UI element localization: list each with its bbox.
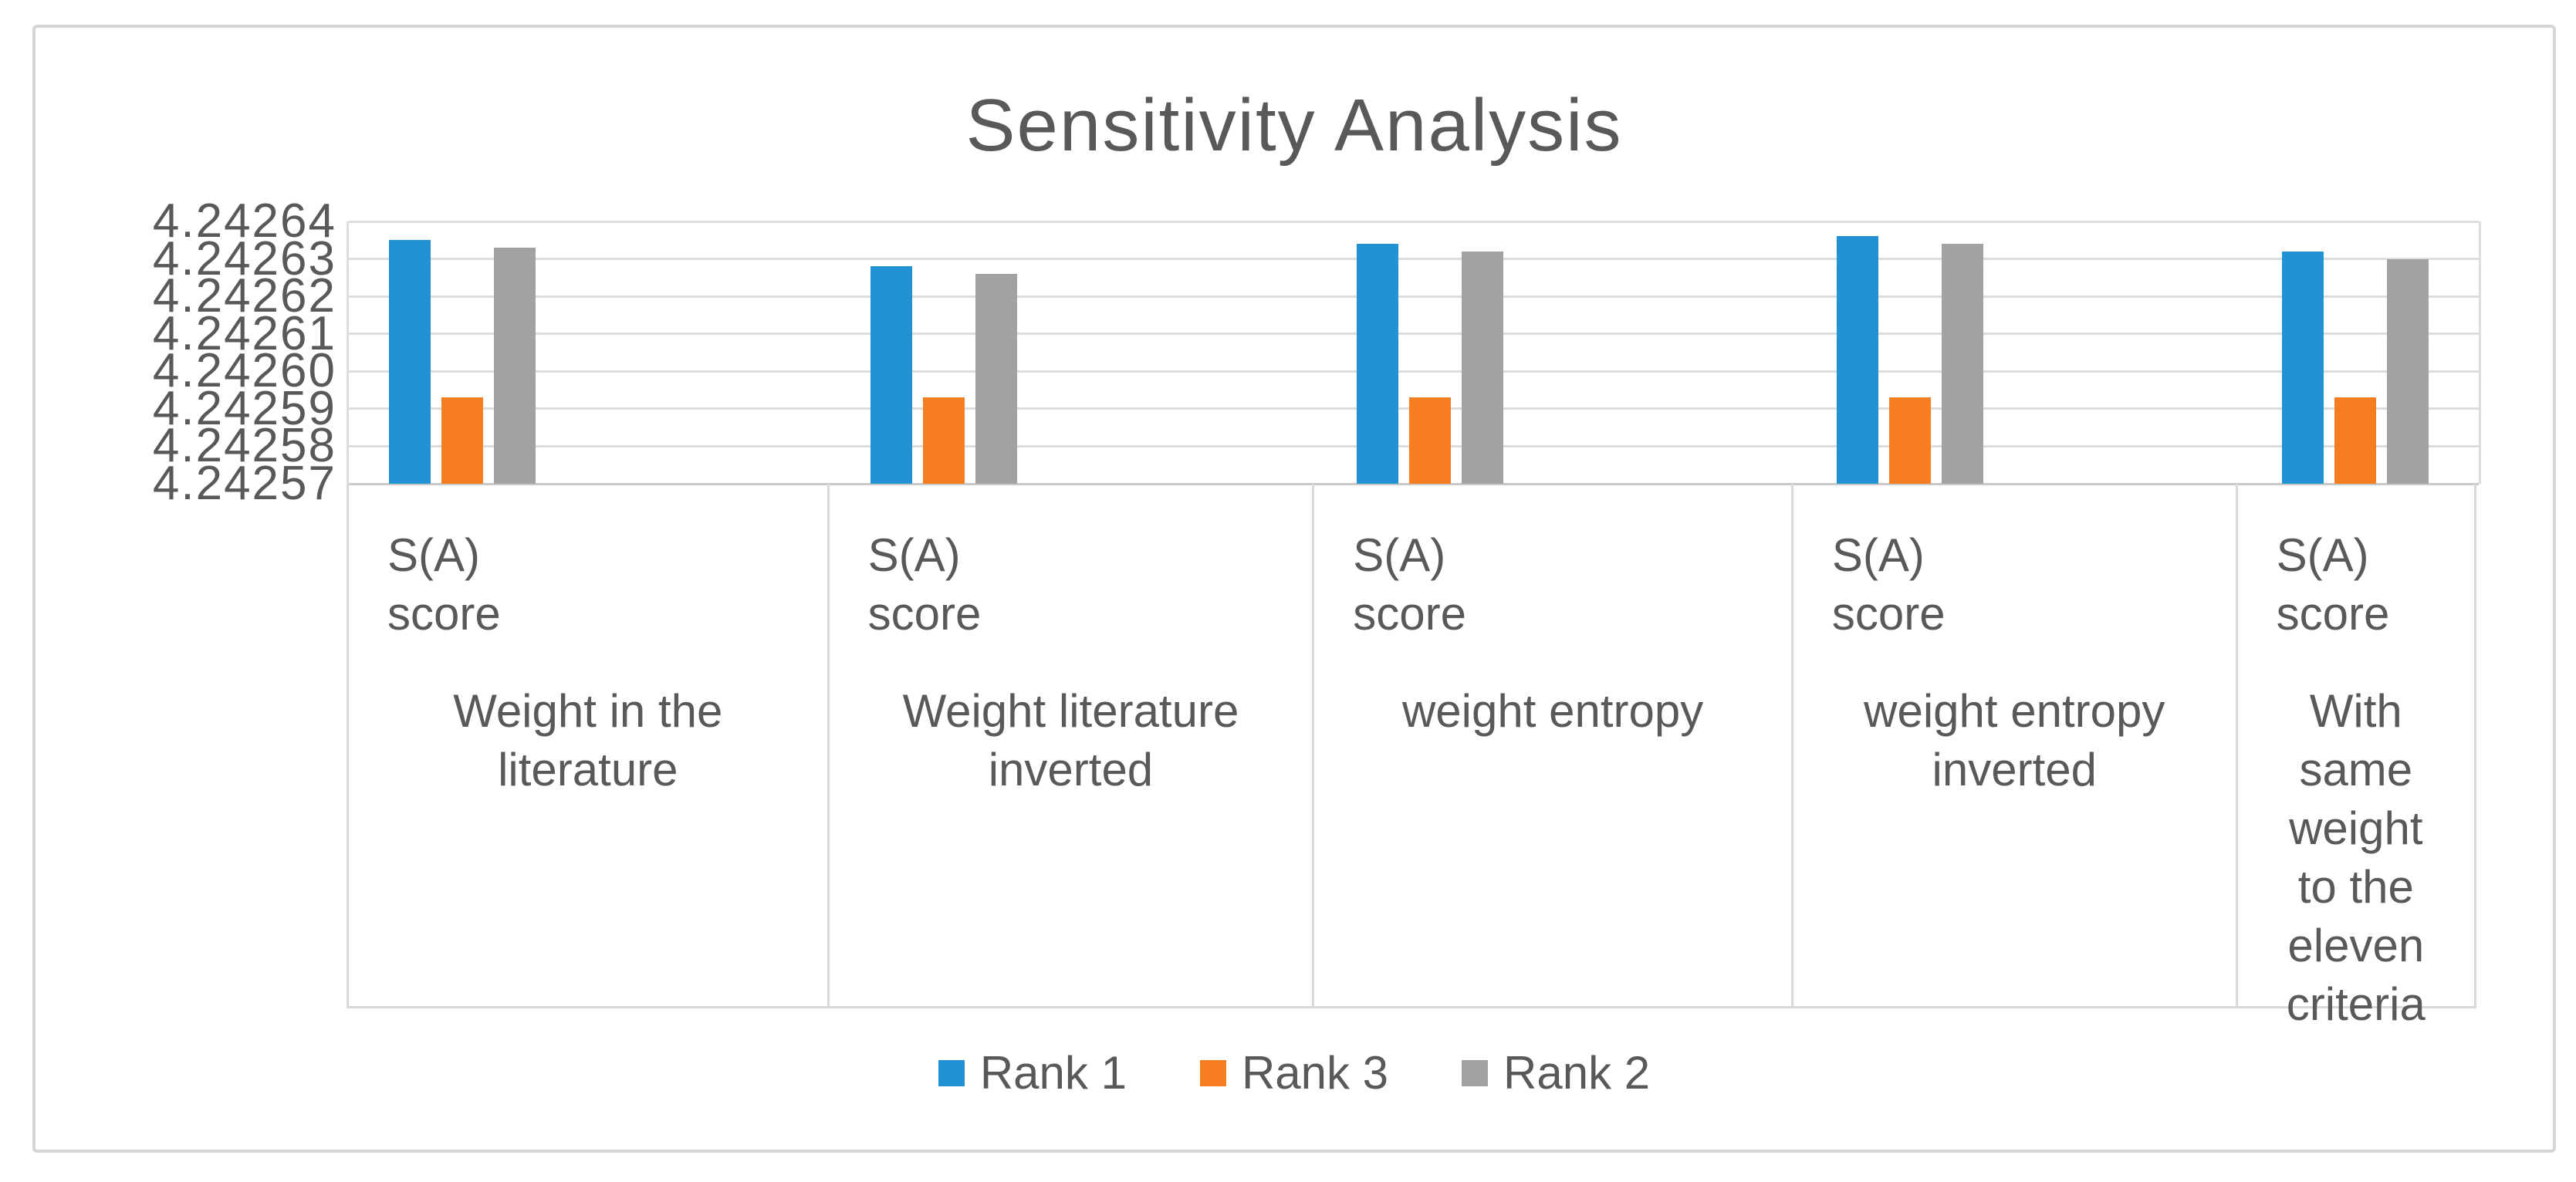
- legend-swatch-rank-1: [938, 1060, 965, 1086]
- category-cell-4: S(A) score weight entropy inverted: [1793, 484, 2238, 1006]
- gridline: [349, 333, 2479, 336]
- legend-item-rank-3: Rank 3: [1199, 1047, 1389, 1099]
- category-sublabel: S(A) score: [1831, 529, 1946, 640]
- gridline: [349, 220, 2479, 223]
- y-tick-label: 4.24260: [152, 344, 336, 398]
- bar-rank-1-cat2: [870, 266, 912, 484]
- gridline: [349, 370, 2479, 373]
- legend-label-rank-3: Rank 3: [1241, 1047, 1389, 1099]
- legend-item-rank-2: Rank 2: [1462, 1050, 1650, 1096]
- bar-rank-2-cat2: [975, 274, 1017, 484]
- y-tick-label: 4.24261: [152, 306, 336, 360]
- x-axis-baseline: [349, 482, 2479, 485]
- category-axis: S(A) score Weight in the literature S(A) s…: [347, 484, 2476, 1030]
- legend-swatch-rank-2: [1462, 1060, 1489, 1086]
- legend-swatch-rank-3: [1199, 1060, 1226, 1086]
- y-tick-label: 4.24262: [152, 269, 336, 323]
- category-cell-3: S(A) score weight entropy: [1314, 484, 1793, 1006]
- category-sublabel: S(A) score: [387, 529, 501, 640]
- plot-area: [347, 220, 2481, 485]
- category-label: Weight in the literature: [453, 685, 723, 795]
- category-label: With same weight to the eleven criteria: [2286, 685, 2426, 1030]
- y-tick-label: 4.24258: [152, 419, 336, 473]
- bar-rank-3-cat1: [441, 397, 483, 484]
- y-tick-label: 4.24264: [152, 194, 336, 248]
- y-axis: 4.24264 4.24263 4.24262 4.24261 4.24260 4.242…: [90, 198, 336, 508]
- bar-rank-3-cat3: [1409, 397, 1451, 484]
- legend-label-rank-2: Rank 2: [1503, 1047, 1651, 1099]
- legend-item-rank-1: Rank 1: [938, 1050, 1127, 1096]
- chart-figure: Sensitivity Analysis 4.24264 4.24263 4.242…: [32, 25, 2556, 1153]
- bar-rank-2-cat1: [494, 248, 536, 484]
- bar-rank-2-cat5: [2387, 258, 2429, 484]
- category-sublabel: S(A) score: [867, 529, 982, 640]
- gridline: [349, 295, 2479, 298]
- category-label: weight entropy inverted: [1864, 685, 2165, 795]
- bar-rank-1-cat3: [1357, 244, 1398, 484]
- category-sublabel: S(A) score: [1353, 529, 1466, 640]
- legend: Rank 1 Rank 3 Rank 2: [35, 1038, 2553, 1108]
- y-tick-label: 4.24263: [152, 231, 336, 285]
- bar-rank-3-cat4: [1889, 397, 1931, 484]
- gridline: [349, 258, 2479, 261]
- category-cell-2: S(A) score Weight literature inverted: [830, 484, 1315, 1006]
- category-sublabel: S(A) score: [2276, 529, 2390, 640]
- y-tick-label: 4.24259: [152, 381, 336, 435]
- bar-rank-3-cat2: [923, 397, 965, 484]
- bar-rank-3-cat5: [2334, 397, 2376, 484]
- bar-rank-1-cat1: [389, 240, 431, 484]
- legend-label-rank-1: Rank 1: [979, 1047, 1127, 1099]
- y-tick-label: 4.24257: [152, 457, 336, 510]
- category-label: weight entropy: [1401, 685, 1704, 737]
- bar-rank-2-cat4: [1942, 244, 1983, 484]
- bar-rank-1-cat5: [2282, 251, 2324, 484]
- category-cell-1: S(A) score Weight in the literature: [349, 484, 830, 1006]
- category-label: Weight literature inverted: [902, 685, 1239, 795]
- category-cell-5: S(A) score With same weight to the eleven…: [2238, 484, 2474, 1030]
- bar-rank-1-cat4: [1837, 236, 1878, 484]
- bar-rank-2-cat3: [1462, 251, 1503, 484]
- chart-title: Sensitivity Analysis: [965, 84, 1623, 167]
